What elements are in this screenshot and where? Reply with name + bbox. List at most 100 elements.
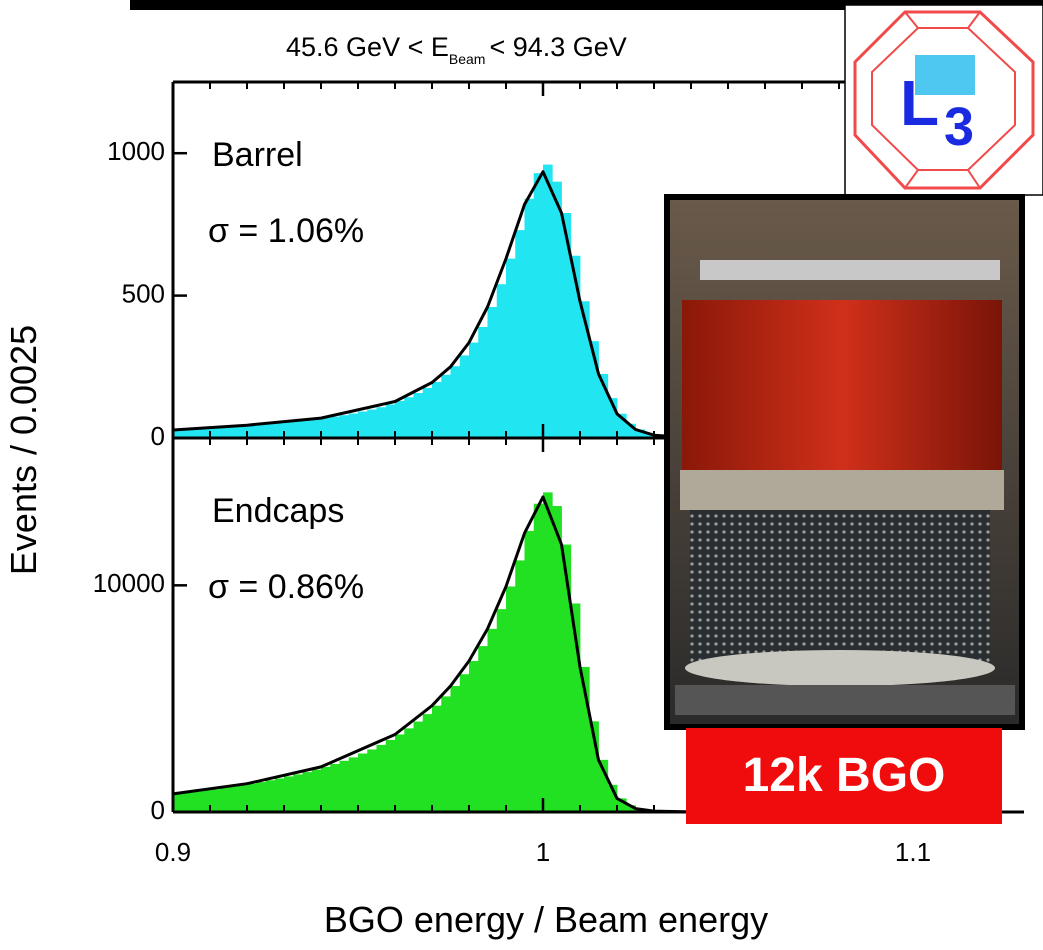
- bar: [210, 427, 220, 438]
- bar: [469, 661, 479, 812]
- title: 45.6 GeV < EBeam< 94.3 GeV: [286, 32, 627, 67]
- bar: [238, 426, 248, 438]
- bar: [201, 790, 211, 812]
- sigma-label: σ = 0.86%: [208, 568, 364, 606]
- bar: [284, 422, 294, 438]
- bar: [488, 307, 498, 438]
- bar: [238, 785, 248, 812]
- bar: [340, 415, 350, 438]
- bar: [423, 388, 433, 438]
- bar: [312, 770, 322, 812]
- photo: [667, 197, 1022, 727]
- bar: [284, 776, 294, 812]
- bar: [377, 745, 387, 812]
- bar: [478, 327, 488, 438]
- bar: [377, 407, 387, 438]
- y-tick-label: 10000: [93, 568, 165, 598]
- y-tick-label: 0: [151, 421, 165, 451]
- bar: [395, 734, 405, 812]
- bar: [256, 425, 266, 438]
- x-tick-label: 1.1: [895, 837, 931, 867]
- bar: [321, 767, 331, 812]
- bar: [219, 427, 229, 438]
- bar: [303, 420, 313, 438]
- bar: [506, 259, 516, 438]
- bar: [275, 778, 285, 812]
- bar: [330, 764, 340, 812]
- x-tick-label: 0.9: [155, 837, 191, 867]
- bar: [395, 401, 405, 438]
- bar: [367, 410, 377, 438]
- bar: [192, 792, 202, 812]
- bar: [349, 757, 359, 812]
- bar: [497, 609, 507, 812]
- bar: [534, 173, 544, 438]
- bar: [367, 749, 377, 812]
- bar: [515, 560, 525, 812]
- bar: [330, 417, 340, 438]
- bar: [488, 629, 498, 812]
- bar: [266, 424, 276, 438]
- bar: [229, 427, 239, 438]
- bar: [256, 782, 266, 812]
- bar: [340, 761, 350, 812]
- y-tick-label: 1000: [107, 136, 165, 166]
- bar: [404, 397, 414, 438]
- y-tick-label: 500: [122, 278, 165, 308]
- bar: [312, 419, 322, 438]
- bar: [386, 740, 396, 812]
- y-axis-label: Events / 0.0025: [3, 325, 44, 575]
- bar: [460, 355, 470, 438]
- bar: [423, 714, 433, 812]
- sigma-label: σ = 1.06%: [208, 212, 364, 250]
- bar: [506, 586, 516, 812]
- bar: [229, 787, 239, 812]
- bar: [543, 165, 553, 438]
- bar: [552, 182, 562, 438]
- bar: [247, 425, 257, 438]
- bar: [451, 686, 461, 812]
- bar: [414, 722, 424, 812]
- bar: [303, 772, 313, 812]
- bar: [441, 696, 451, 812]
- bar: [275, 423, 285, 438]
- panel-label: Barrel: [212, 136, 303, 174]
- x-axis-label: BGO energy / Beam energy: [324, 899, 768, 940]
- bar: [219, 788, 229, 812]
- bar: [358, 412, 368, 438]
- logo: L 3: [845, 5, 1043, 195]
- bar: [404, 728, 414, 812]
- bar: [497, 284, 507, 438]
- x-tick-label: 1: [536, 837, 550, 867]
- bar: [525, 199, 535, 438]
- y-tick-label: 0: [151, 795, 165, 825]
- bar: [210, 789, 220, 812]
- bar: [432, 706, 442, 812]
- bar: [293, 421, 303, 438]
- bar: [451, 366, 461, 438]
- logo-letter: L: [900, 67, 939, 139]
- bar: [534, 504, 544, 812]
- bar: [293, 774, 303, 812]
- bar: [552, 506, 562, 812]
- bar: [515, 230, 525, 438]
- bar: [247, 784, 257, 812]
- bar: [266, 780, 276, 812]
- bar: [478, 646, 488, 812]
- bar: [525, 531, 535, 812]
- bar: [182, 793, 192, 812]
- figure: 45.6 GeV < EBeam< 94.3 GeV 0 500 1000 Barre…: [0, 0, 1043, 950]
- bar: [441, 375, 451, 438]
- bar: [358, 754, 368, 812]
- bar: [432, 382, 442, 438]
- bar: [414, 393, 424, 438]
- bar: [543, 492, 553, 812]
- bar: [321, 418, 331, 438]
- panel-label: Endcaps: [212, 492, 344, 530]
- logo-digit: 3: [944, 97, 974, 157]
- bar: [469, 343, 479, 438]
- bar: [460, 674, 470, 812]
- bar: [349, 414, 359, 438]
- badge: 12k BGO: [743, 749, 946, 802]
- bar: [386, 404, 396, 438]
